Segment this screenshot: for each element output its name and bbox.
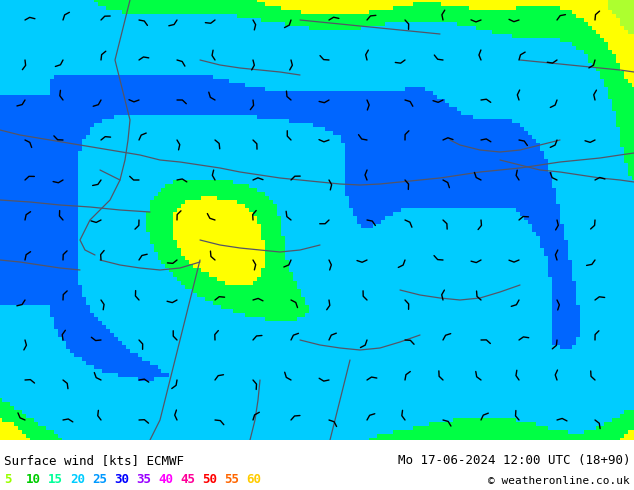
Text: 30: 30 (114, 473, 129, 486)
Text: 60: 60 (246, 473, 261, 486)
Text: 20: 20 (70, 473, 85, 486)
Text: 25: 25 (92, 473, 107, 486)
Text: 55: 55 (224, 473, 239, 486)
Text: 15: 15 (48, 473, 63, 486)
Text: 45: 45 (180, 473, 195, 486)
Text: 35: 35 (136, 473, 151, 486)
Text: © weatheronline.co.uk: © weatheronline.co.uk (488, 476, 630, 486)
Text: 5: 5 (4, 473, 11, 486)
Text: 50: 50 (202, 473, 217, 486)
Text: Mo 17-06-2024 12:00 UTC (18+90): Mo 17-06-2024 12:00 UTC (18+90) (398, 454, 630, 467)
Text: 40: 40 (158, 473, 173, 486)
Text: Surface wind [kts] ECMWF: Surface wind [kts] ECMWF (4, 454, 184, 467)
Text: 10: 10 (26, 473, 41, 486)
